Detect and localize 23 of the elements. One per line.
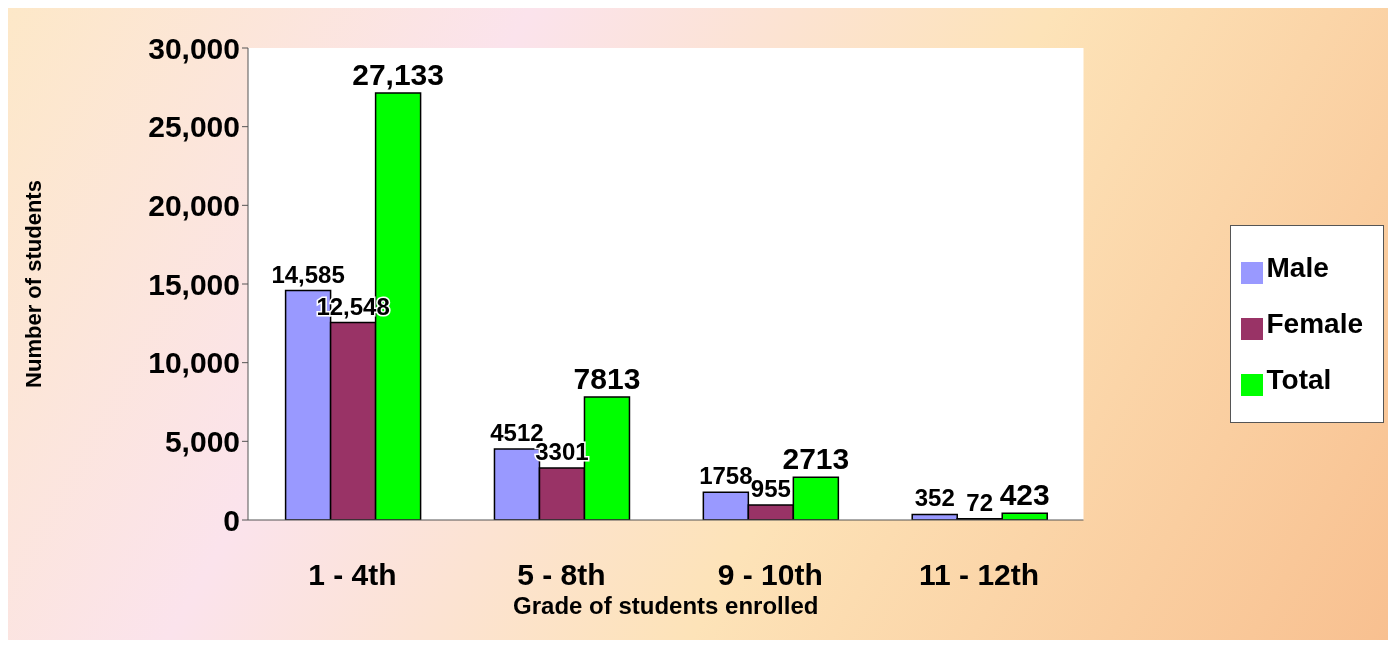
data-label: 352 [914,484,955,512]
data-label: 14,585 [271,260,345,288]
data-label: 72 [966,488,994,516]
legend-label: Total [1266,364,1332,395]
y-tick-label: 0 [223,503,240,537]
x-tick-label: 5 - 8th [517,558,606,592]
data-label: 423 [999,478,1050,512]
x-axis-title: Grade of students enrolled [513,592,819,619]
y-tick-label: 25,000 [148,110,240,144]
y-tick-label: 5,000 [164,424,240,458]
y-axis-title: Number of students [20,180,46,388]
data-label: 7813 [573,362,641,396]
x-tick-label: 1 - 4th [308,558,397,592]
x-tick-label: 9 - 10th [717,558,823,592]
legend-label: Female [1266,308,1363,339]
y-tick-label: 10,000 [148,346,240,380]
y-tick-label: 30,000 [148,31,240,65]
y-tick-label: 15,000 [148,267,240,301]
x-tick-label: 11 - 12th [919,558,1040,592]
y-tick-label: 20,000 [148,188,240,222]
data-label: 2713 [782,442,850,476]
data-label: 27,133 [352,58,444,92]
legend-label: Male [1266,252,1329,283]
